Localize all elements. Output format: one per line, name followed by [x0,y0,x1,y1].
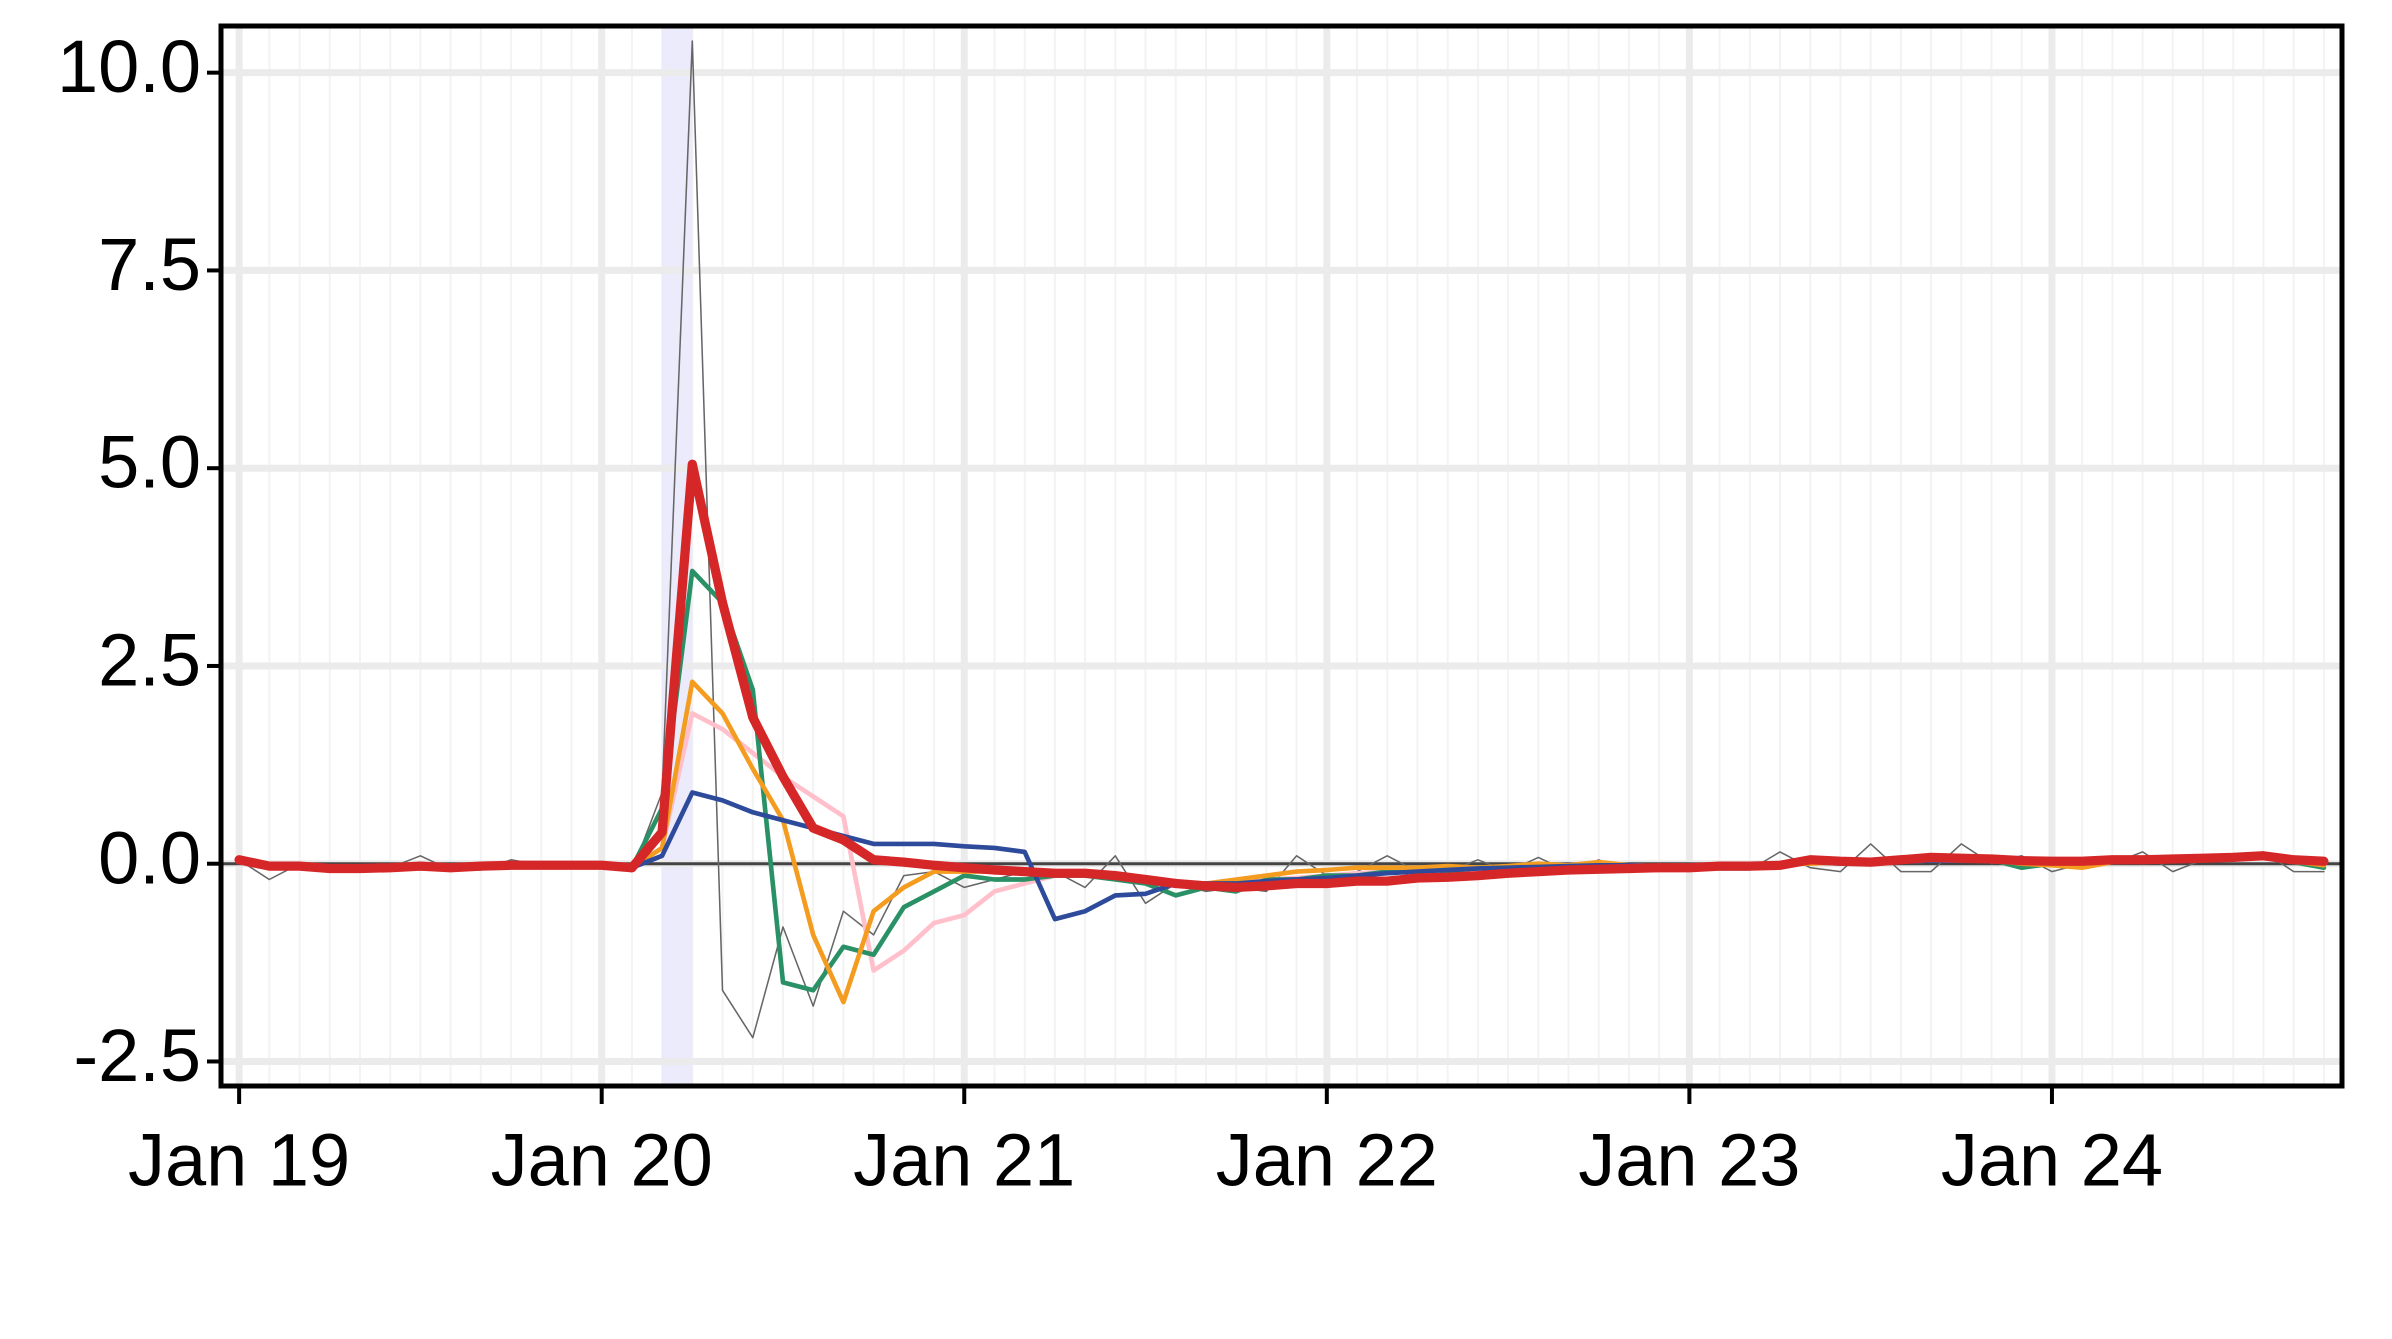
x-tick-label: Jan 22 [1216,1119,1438,1202]
series-line [236,711,2327,973]
y-tick-label: 5.0 [98,421,201,504]
series-line [236,679,2327,1005]
y-tick-label: 7.5 [98,223,201,306]
x-tick-label: Jan 23 [1578,1119,1800,1202]
series-line [236,568,2327,993]
y-tick-label: 2.5 [98,619,201,702]
series-line [234,459,2329,893]
x-tick-label: Jan 24 [1941,1119,2163,1202]
x-tick-label: Jan 21 [853,1119,1075,1202]
plot-frame [218,23,2345,1089]
y-tick-label: -2.5 [73,1014,201,1097]
y-tick-label: 0.0 [98,816,201,899]
x-tick-label: Jan 20 [491,1119,713,1202]
x-tick-label: Jan 19 [128,1119,350,1202]
y-tick-label: 10.0 [57,25,201,108]
